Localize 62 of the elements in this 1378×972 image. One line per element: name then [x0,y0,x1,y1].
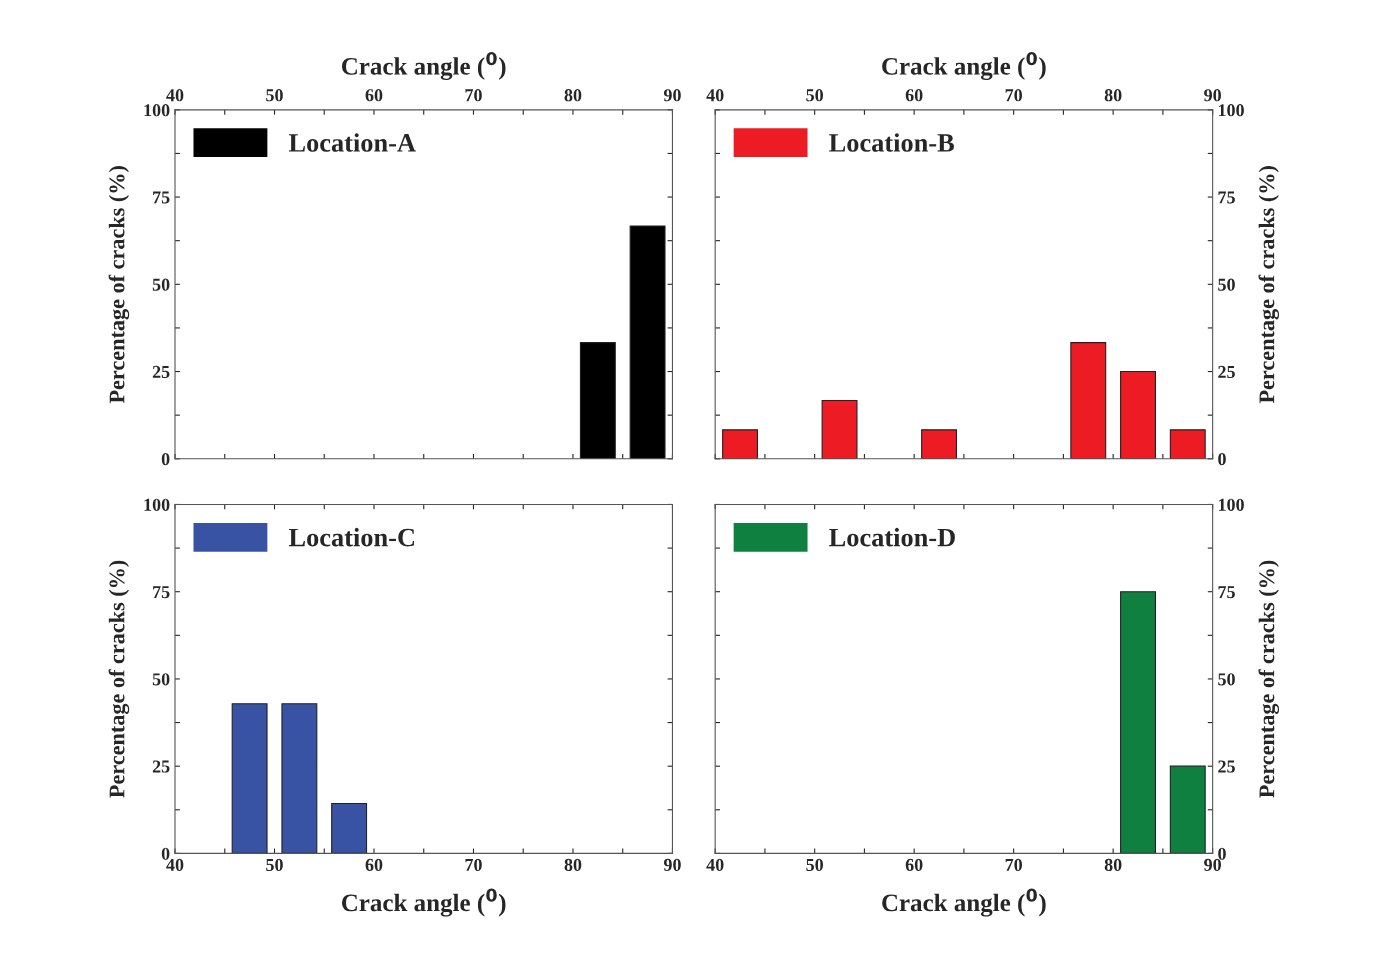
y-tick-label: 25 [1218,760,1235,773]
y-tick-label: 50 [1218,278,1235,291]
y-tick-label: 25 [1218,365,1235,378]
x-tick-label: 80 [1104,858,1122,871]
legend-label: Location-D [829,527,955,547]
y-tick-label: 100 [144,498,170,511]
x-axis-title: Crack angle ($^{0}$) [882,51,1046,81]
x-tick-label: 80 [564,89,582,102]
y-tick-label: 0 [161,847,170,860]
x-tick-label: 80 [564,858,582,871]
y-tick-label: 0 [161,453,170,466]
x-axis-title: Crack angle ($^{0}$) [882,888,1046,917]
bar [921,429,958,459]
x-tick-label: 40 [166,858,184,871]
y-tick-label: 50 [152,278,170,291]
x-tick-label: 90 [1204,89,1221,102]
y-axis-title: Percentage of cracks (%) [1258,560,1280,798]
bar [722,429,759,459]
x-tick-label: 70 [1005,89,1022,102]
y-tick-label: 0 [1218,453,1226,466]
x-axis-title: Crack angle ($^{0}$) [341,888,506,917]
x-tick-label: 60 [365,858,383,871]
legend-label: Location-B [829,133,954,152]
y-tick-label: 25 [152,760,170,773]
bar [1070,342,1107,459]
x-tick-label: 50 [266,858,283,871]
y-tick-label: 0 [1218,847,1226,860]
x-tick-label: 60 [365,89,383,102]
x-tick-label: 70 [465,858,482,871]
y-axis-title: Percentage of cracks (%) [1258,166,1280,404]
y-tick-label: 25 [152,365,170,378]
bar [1169,429,1206,459]
x-tick-label: 50 [806,89,824,102]
x-tick-label: 60 [905,89,923,102]
bar [1120,370,1156,459]
x-tick-label: 40 [706,89,724,102]
x-axis-title: Crack angle ($^{0}$) [341,51,506,81]
x-tick-label: 90 [663,858,681,871]
legend-label: Location-C [288,527,414,547]
x-tick-label: 40 [706,858,724,871]
y-tick-label: 50 [152,673,170,686]
x-tick-label: 50 [266,89,283,102]
y-tick-label: 100 [1218,498,1244,511]
x-tick-label: 70 [1005,858,1022,871]
x-tick-label: 90 [1204,858,1221,871]
x-tick-label: 80 [1104,89,1122,102]
y-tick-label: 75 [1218,586,1235,599]
y-tick-label: 75 [153,191,170,204]
legend-label: Location-A [288,133,416,152]
y-tick-label: 100 [1218,104,1244,117]
x-tick-label: 50 [806,858,824,871]
y-tick-label: 100 [144,104,170,117]
y-tick-label: 75 [153,586,170,599]
x-tick-label: 70 [465,89,482,102]
y-tick-label: 50 [1218,673,1235,686]
bar [821,399,858,459]
y-tick-label: 75 [1218,191,1235,204]
x-tick-label: 60 [905,858,923,871]
y-axis-title: Percentage of cracks (%) [108,560,130,798]
y-axis-title: Percentage of cracks (%) [108,166,130,404]
x-tick-label: 40 [166,89,184,102]
x-tick-label: 90 [663,89,681,102]
